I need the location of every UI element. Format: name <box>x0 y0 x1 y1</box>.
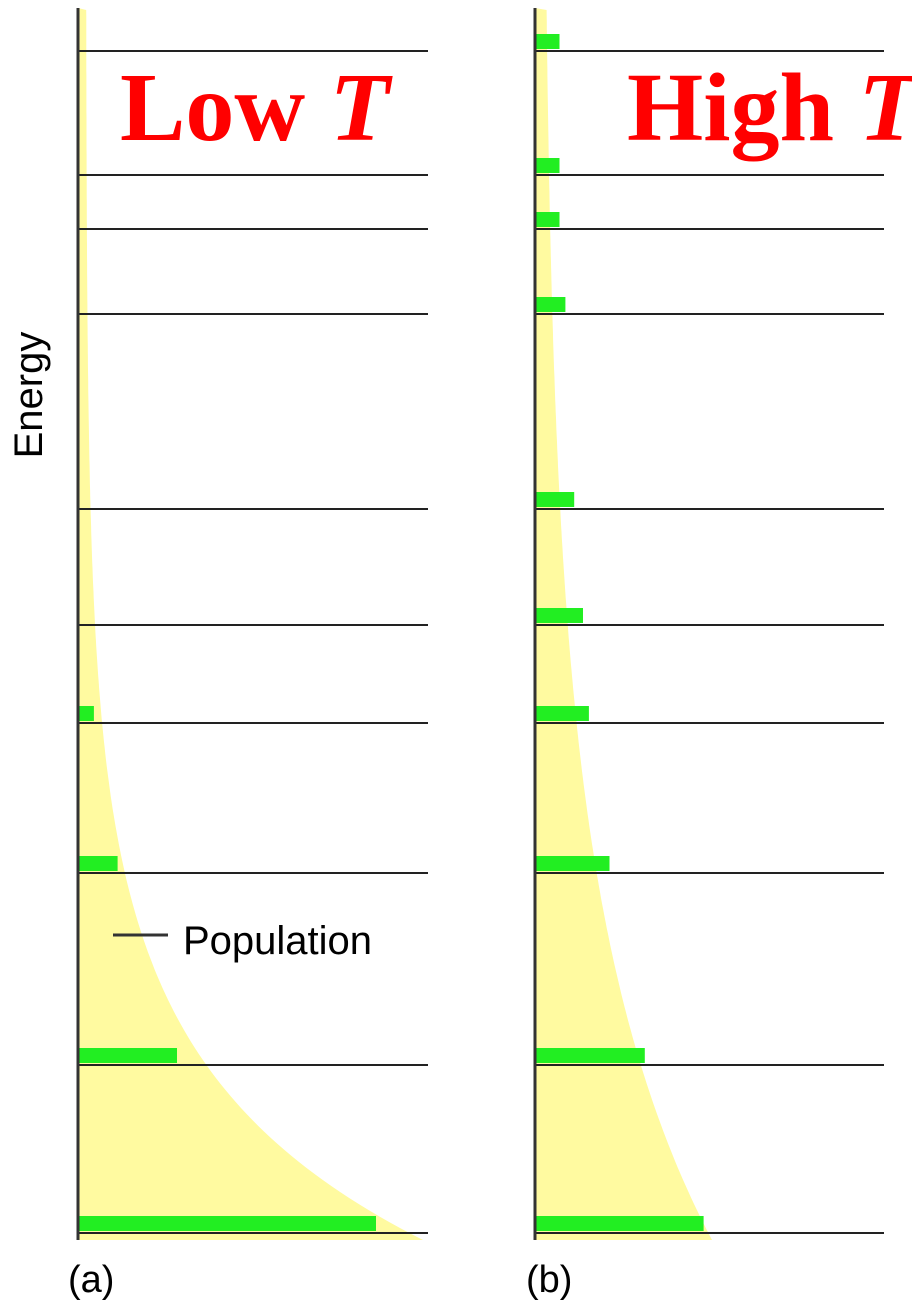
population-bar <box>79 856 118 871</box>
population-bar <box>536 34 560 49</box>
level-lines-a <box>78 50 428 1234</box>
legend-label: Population <box>183 919 372 963</box>
population-bar <box>536 1048 645 1063</box>
panel-title-a: Low T <box>120 54 394 162</box>
population-bar <box>79 706 94 721</box>
population-bar <box>536 1216 704 1231</box>
distribution-curve-b <box>535 8 712 1240</box>
population-bar <box>536 212 560 227</box>
population-bars-a <box>79 706 376 1231</box>
panel-label-b: (b) <box>526 1259 572 1301</box>
population-bar <box>536 158 560 173</box>
population-bar <box>79 1048 177 1063</box>
distribution-curve-a <box>78 8 423 1240</box>
panel-b: High T (b) <box>526 8 912 1301</box>
population-bar <box>536 856 610 871</box>
population-bar <box>79 1216 376 1231</box>
population-bars-b <box>536 34 704 1231</box>
panel-title-b: High T <box>627 54 912 162</box>
level-lines-b <box>535 50 884 1234</box>
y-axis-label: Energy <box>7 332 51 459</box>
population-bar <box>536 706 589 721</box>
population-bar <box>536 297 566 312</box>
population-bar <box>536 492 575 507</box>
population-bar <box>536 608 583 623</box>
panel-label-a: (a) <box>68 1259 114 1301</box>
panel-a: Low T Population (a) <box>68 8 428 1301</box>
